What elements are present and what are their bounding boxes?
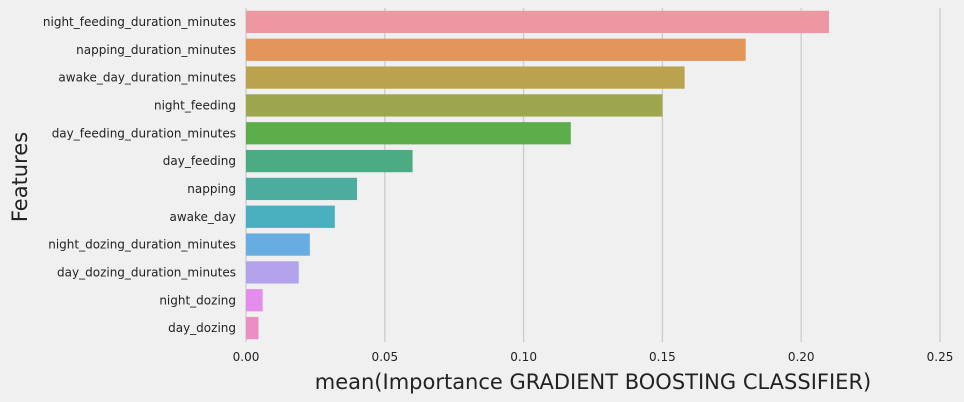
x-tick-label: 0.25 <box>927 350 954 364</box>
y-tick-label: night_feeding_duration_minutes <box>43 15 236 29</box>
bars <box>246 10 829 340</box>
y-tick-label: day_dozing <box>168 321 236 335</box>
y-tick-label: day_feeding <box>163 154 236 168</box>
x-tick-label: 0.05 <box>371 350 398 364</box>
x-tick-labels: 0.00 0.05 0.10 0.15 0.20 0.25 <box>233 350 954 364</box>
y-tick-labels: night_feeding_duration_minutes napping_du… <box>43 15 236 335</box>
y-tick-label: napping <box>187 182 236 196</box>
bar-day-feeding-duration-minutes <box>246 122 571 145</box>
y-tick-label: napping_duration_minutes <box>76 43 236 57</box>
y-tick-label: night_dozing_duration_minutes <box>48 238 236 252</box>
y-tick-label: night_dozing <box>159 293 236 307</box>
y-tick-label: day_dozing_duration_minutes <box>57 265 236 279</box>
bar-awake-day-duration-minutes <box>246 66 685 89</box>
y-axis-title: Features <box>8 132 32 222</box>
bar-night-dozing-duration-minutes <box>246 233 310 256</box>
y-tick-label: night_feeding <box>154 98 236 112</box>
x-axis-title: mean(Importance GRADIENT BOOSTING CLASSI… <box>315 370 871 394</box>
bar-night-dozing <box>246 289 263 312</box>
x-tick-label: 0.20 <box>788 350 815 364</box>
bar-napping-duration-minutes <box>246 38 746 61</box>
x-tick-label: 0.00 <box>233 350 260 364</box>
bar-night-feeding-duration-minutes <box>246 10 829 34</box>
bar-day-dozing-duration-minutes <box>246 261 299 284</box>
grid-lines <box>245 8 941 342</box>
bar-awake-day <box>246 205 335 228</box>
y-tick-label: day_feeding_duration_minutes <box>52 126 236 140</box>
x-tick-label: 0.10 <box>510 350 537 364</box>
bar-day-feeding <box>246 149 413 173</box>
bar-day-dozing <box>246 316 259 340</box>
bar-night-feeding <box>246 94 663 117</box>
x-tick-label: 0.15 <box>649 350 676 364</box>
y-tick-label: awake_day_duration_minutes <box>58 71 236 85</box>
bar-napping <box>246 177 358 201</box>
y-tick-label: awake_day <box>170 210 237 224</box>
plot-area <box>246 8 940 342</box>
